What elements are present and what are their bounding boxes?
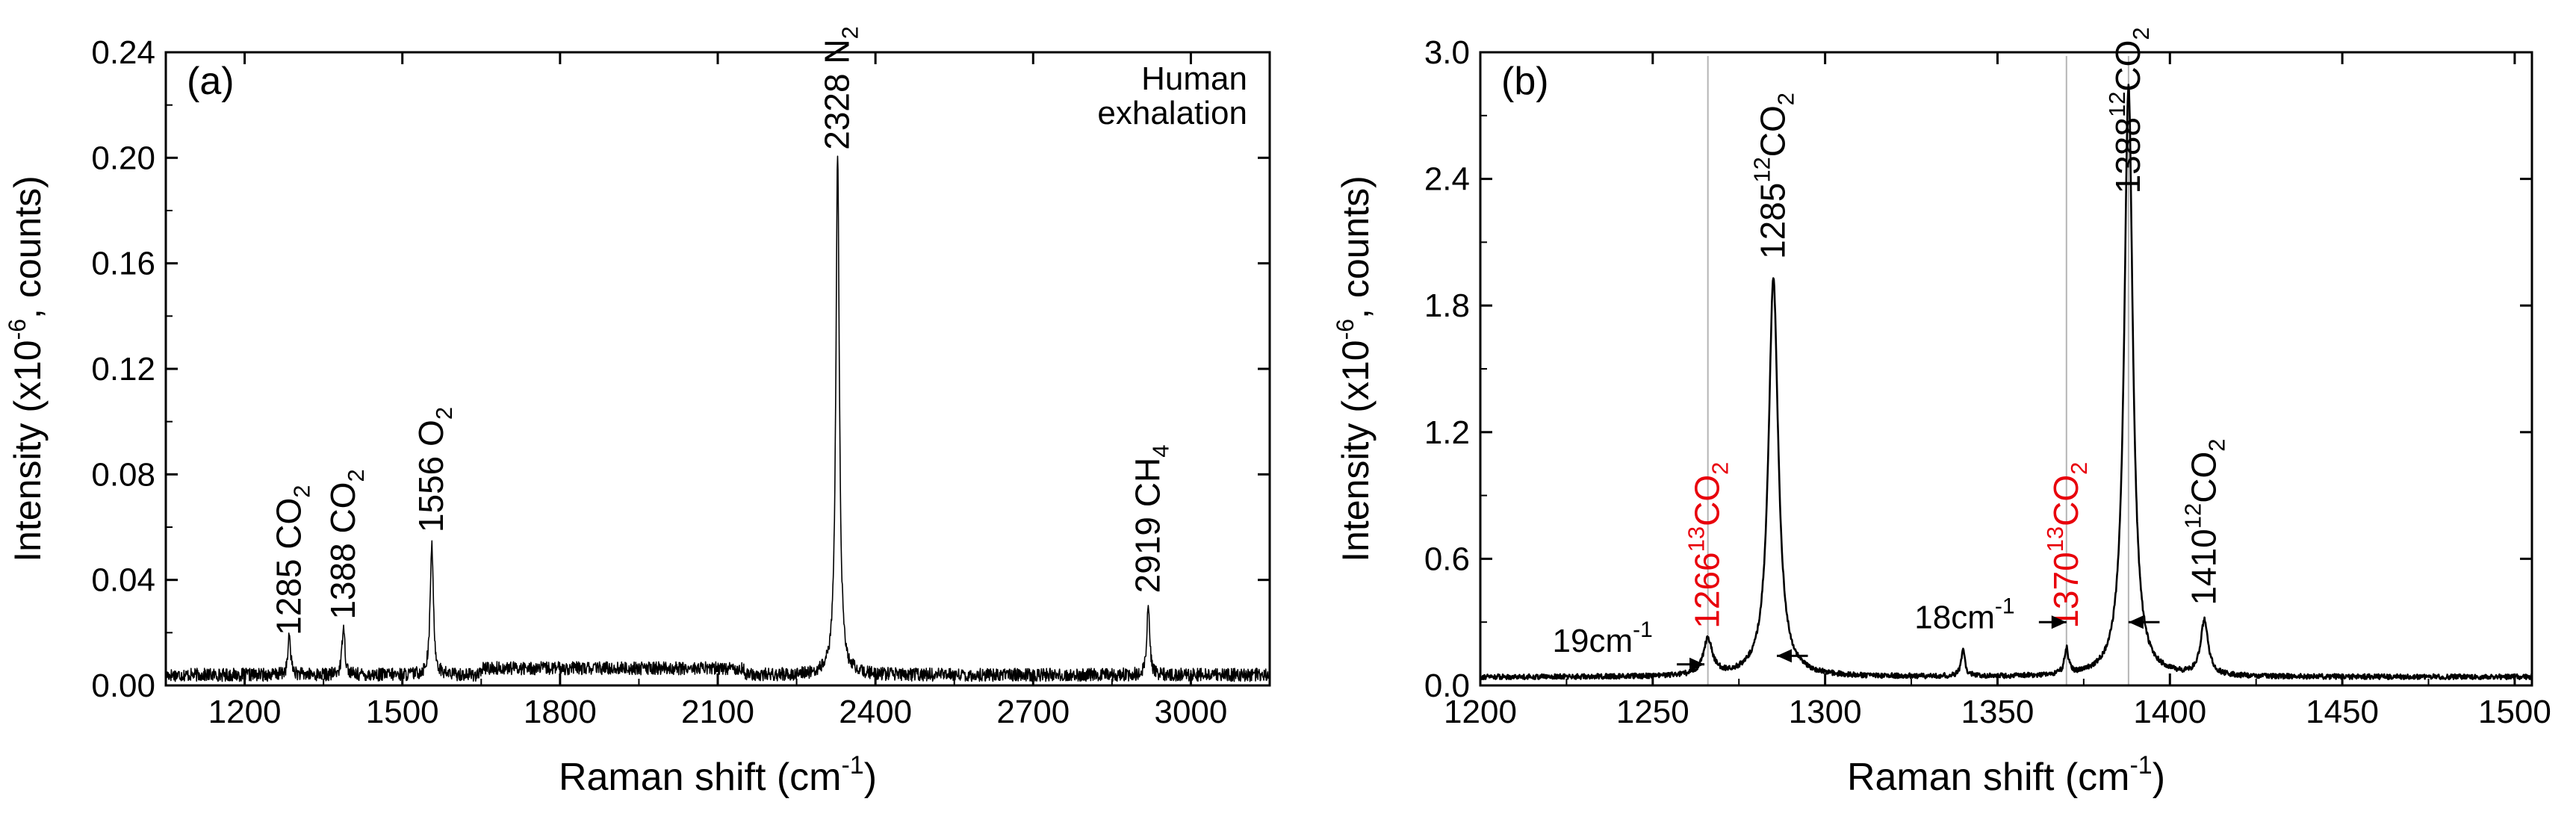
- panel-b-fwhm-arrow-head-2: [2051, 615, 2067, 629]
- panel-a-x-tick-label-1500: 1500: [366, 694, 439, 730]
- panel-b-y-tick-label-3: 3.0: [1424, 34, 1470, 71]
- panel-b-y-tick-label-1.2: 1.2: [1424, 414, 1470, 451]
- panel-b-co2-isotope-spectrum: 1200 1250 1300 1350 1400 1450 1500 0.0 0.6 1.2 1.8…: [1332, 27, 2551, 799]
- panel-b-fwhm-arrow-head-3: [2128, 615, 2144, 629]
- panel-b-y-axis-title: Intensity (x10-6, counts): [1332, 175, 1377, 562]
- panel-a-legend-text-0: Human: [1141, 60, 1247, 97]
- panel-a-y-tick-label-0.24: 0.24: [91, 34, 155, 71]
- panel-a-x-tick-label-2100: 2100: [681, 694, 754, 730]
- panel-b-x-tick-label-1200: 1200: [1444, 694, 1517, 730]
- panel-a-label: (a): [187, 60, 235, 103]
- panel-b-x-tick-label-1500: 1500: [2478, 694, 2551, 730]
- panel-a-y-axis-title: Intensity (x10-6, counts): [4, 175, 49, 562]
- panel-a-x-tick-label-2700: 2700: [996, 694, 1070, 730]
- panel-b-x-tick-label-1300: 1300: [1789, 694, 1862, 730]
- panel-b-fwhm-label-1: 18cm-1: [1914, 594, 2014, 636]
- panel-b-spectrum-line: [1479, 84, 2533, 681]
- panel-b-fwhm-label-0: 19cm-1: [1553, 617, 1653, 659]
- panel-b-plot-frame: [1479, 51, 2533, 687]
- panel-a-x-tick-label-2400: 2400: [839, 694, 912, 730]
- panel-a-spectrum-line: [165, 155, 1270, 682]
- panel-b-y-tick-label-2.4: 2.4: [1424, 161, 1470, 198]
- panel-a-y-tick-label-0.16: 0.16: [91, 246, 155, 282]
- panel-b-fwhm-arrow-head-0: [1689, 657, 1705, 671]
- panel-a-x-tick-label-3000: 3000: [1154, 694, 1227, 730]
- panel-a-x-tick-label-1200: 1200: [208, 694, 282, 730]
- panel-b-x-axis-title: Raman shift (cm-1): [1847, 751, 2165, 799]
- panel-b-y-tick-label-0: 0.0: [1424, 668, 1470, 704]
- panel-a-x-tick-label-1800: 1800: [524, 694, 597, 730]
- panel-a-y-tick-label-0.2: 0.20: [91, 140, 155, 176]
- panel-b-label: (b): [1501, 60, 1549, 103]
- panel-a-peak-annotation-1285: 1285 CO2: [269, 485, 314, 635]
- panel-b-peak-annotation-1285: 128512CO2: [1748, 93, 1798, 259]
- panel-b-x-tick-label-1350: 1350: [1961, 694, 2035, 730]
- panel-a-y-tick-label-0.08: 0.08: [91, 456, 155, 493]
- panel-b-x-tick-label-1250: 1250: [1616, 694, 1689, 730]
- panel-b-peak-annotation-1410: 141012CO2: [2179, 439, 2229, 606]
- panel-a-y-tick-label-0.12: 0.12: [91, 351, 155, 388]
- panel-a-peak-annotation-2328: 2328 N2: [817, 26, 863, 150]
- panel-a-peak-annotation-1556: 1556 O2: [412, 407, 457, 532]
- panel-b-x-tick-label-1450: 1450: [2306, 694, 2379, 730]
- panel-a-peak-annotation-1388: 1388 CO2: [323, 469, 369, 619]
- panel-a-y-tick-label-0: 0.00: [91, 668, 155, 704]
- panel-a-x-axis-title: Raman shift (cm-1): [559, 751, 877, 799]
- panel-b-peak-annotation-1388: 138812CO2: [2104, 27, 2154, 193]
- panel-b-peak-annotation-1266: 126613CO2: [1683, 462, 1734, 629]
- panel-a-y-tick-label-0.04: 0.04: [91, 562, 155, 599]
- panel-b-fwhm-arrow-head-1: [1777, 649, 1793, 663]
- panel-b-y-tick-label-1.8: 1.8: [1424, 287, 1470, 324]
- panel-a-peak-annotation-2919: 2919 CH4: [1128, 445, 1173, 594]
- panel-b-x-tick-label-1400: 1400: [2133, 694, 2206, 730]
- panel-b-peak-annotation-1370: 137013CO2: [2042, 462, 2092, 629]
- panel-b-y-tick-label-0.6: 0.6: [1424, 541, 1470, 577]
- panel-a-human-exhalation-spectrum: 1200 1500 1800 2100 2400 2700 3000 0.00 0.04 0.08…: [4, 26, 1271, 799]
- panel-a-legend-text-1: exhalation: [1097, 95, 1247, 131]
